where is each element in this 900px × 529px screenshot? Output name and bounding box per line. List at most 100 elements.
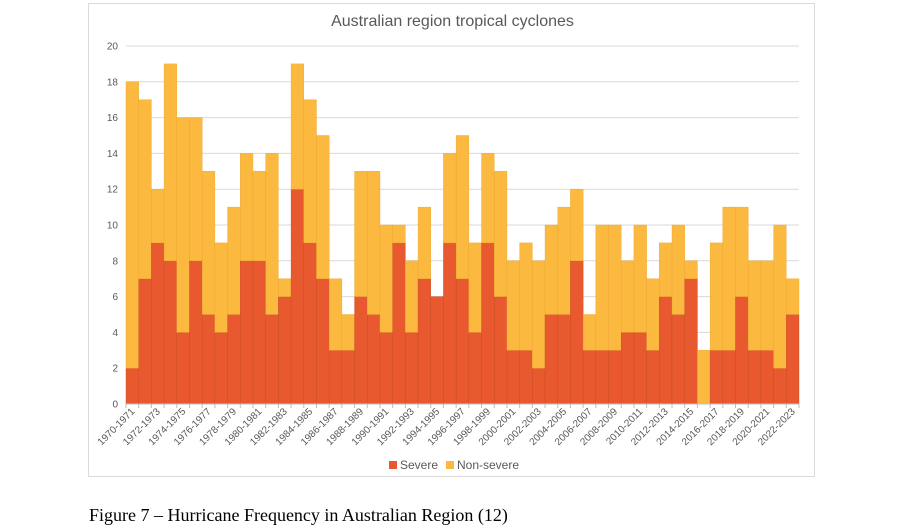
bar-non-severe bbox=[748, 260, 762, 351]
bar-non-severe bbox=[125, 81, 139, 369]
bar-non-severe bbox=[227, 206, 241, 315]
bar-non-severe bbox=[595, 224, 609, 351]
bar-severe bbox=[316, 278, 330, 405]
bar-severe bbox=[582, 350, 597, 405]
bar-severe bbox=[532, 368, 546, 405]
bar-severe bbox=[506, 350, 520, 405]
bar-non-severe bbox=[697, 350, 711, 405]
legend-swatch-severe bbox=[389, 461, 397, 469]
bar-non-severe bbox=[151, 188, 165, 244]
bar-non-severe bbox=[354, 171, 368, 297]
y-tick-label: 8 bbox=[112, 256, 118, 267]
bar-severe bbox=[748, 350, 762, 405]
bar-severe bbox=[176, 332, 190, 405]
bar-non-severe bbox=[468, 242, 482, 333]
bar-non-severe bbox=[290, 63, 304, 190]
bar-severe bbox=[201, 314, 216, 405]
bar-severe bbox=[252, 260, 266, 405]
bar-non-severe bbox=[455, 135, 470, 279]
bar-non-severe bbox=[240, 153, 254, 261]
bar-non-severe bbox=[633, 224, 647, 333]
bar-severe bbox=[494, 296, 508, 405]
bar-severe bbox=[214, 332, 228, 405]
bar-chart: Australian region tropical cyclones 0 2 4 6… bbox=[96, 13, 800, 472]
y-tick-label: 0 bbox=[112, 400, 118, 411]
bar-severe bbox=[392, 242, 406, 405]
figure-caption: Figure 7 – Hurricane Frequency in Austra… bbox=[89, 505, 508, 525]
bar-non-severe bbox=[722, 206, 736, 351]
bar-severe bbox=[367, 314, 381, 405]
bar-severe bbox=[468, 332, 482, 405]
bar-non-severe bbox=[786, 278, 800, 315]
bar-non-severe bbox=[201, 171, 216, 315]
legend-label-severe: Severe bbox=[400, 458, 438, 472]
bar-non-severe bbox=[735, 206, 749, 297]
bar-non-severe bbox=[379, 224, 393, 333]
legend-label-non-severe: Non-severe bbox=[457, 458, 519, 472]
bar-severe bbox=[709, 350, 724, 405]
bar-severe bbox=[773, 368, 787, 405]
bar-non-severe bbox=[214, 242, 228, 333]
bar-severe bbox=[608, 350, 622, 405]
y-tick-label: 2 bbox=[112, 364, 118, 375]
bar-severe bbox=[278, 296, 292, 405]
bar-non-severe bbox=[773, 224, 787, 369]
bar-non-severe bbox=[659, 242, 673, 297]
bar-non-severe bbox=[328, 278, 343, 351]
bar-non-severe bbox=[709, 242, 724, 351]
bar-non-severe bbox=[570, 188, 584, 261]
bar-severe bbox=[659, 296, 673, 405]
bar-severe bbox=[227, 314, 241, 405]
y-tick-label: 6 bbox=[112, 292, 118, 303]
bar-severe bbox=[417, 278, 431, 405]
bar-non-severe bbox=[532, 260, 546, 369]
bar-severe bbox=[290, 188, 304, 405]
bar-severe bbox=[138, 278, 152, 405]
legend: Severe Non-severe bbox=[389, 458, 519, 472]
bars bbox=[125, 63, 800, 405]
bar-non-severe bbox=[405, 260, 419, 333]
bar-non-severe bbox=[417, 206, 431, 279]
bar-severe bbox=[189, 260, 203, 405]
bar-severe bbox=[379, 332, 393, 405]
y-tick-label: 14 bbox=[107, 149, 119, 160]
bar-severe bbox=[557, 314, 571, 405]
bar-non-severe bbox=[278, 278, 292, 297]
bar-non-severe bbox=[557, 206, 571, 315]
bar-non-severe bbox=[163, 63, 177, 261]
bar-non-severe bbox=[494, 171, 508, 297]
legend-swatch-non-severe bbox=[446, 461, 454, 469]
bar-severe bbox=[151, 242, 165, 405]
bar-severe bbox=[671, 314, 685, 405]
bar-severe bbox=[405, 332, 419, 405]
y-tick-label: 20 bbox=[107, 42, 119, 53]
bar-non-severe bbox=[367, 171, 381, 315]
bar-severe bbox=[519, 350, 533, 405]
bar-non-severe bbox=[341, 314, 355, 351]
bar-severe bbox=[786, 314, 800, 405]
bar-non-severe bbox=[443, 153, 457, 244]
bar-non-severe bbox=[481, 153, 495, 244]
bar-severe bbox=[595, 350, 609, 405]
y-tick-label: 18 bbox=[107, 77, 119, 88]
bar-non-severe bbox=[519, 242, 533, 351]
bar-severe bbox=[621, 332, 635, 405]
bar-severe bbox=[265, 314, 279, 405]
bar-non-severe bbox=[265, 153, 279, 315]
bar-non-severe bbox=[138, 99, 152, 279]
bar-non-severe bbox=[608, 224, 622, 351]
bar-non-severe bbox=[506, 260, 520, 351]
bar-severe bbox=[455, 278, 470, 405]
chart-title: Australian region tropical cyclones bbox=[331, 13, 574, 30]
bar-severe bbox=[760, 350, 774, 405]
bar-non-severe bbox=[684, 260, 698, 279]
bar-severe bbox=[341, 350, 355, 405]
bar-severe bbox=[684, 278, 698, 405]
y-tick-label: 12 bbox=[107, 185, 119, 196]
bar-non-severe bbox=[252, 171, 266, 262]
bar-severe bbox=[570, 260, 584, 405]
y-tick-label: 16 bbox=[107, 113, 119, 124]
bar-non-severe bbox=[582, 314, 597, 351]
bar-severe bbox=[430, 296, 444, 405]
bar-severe bbox=[633, 332, 647, 405]
